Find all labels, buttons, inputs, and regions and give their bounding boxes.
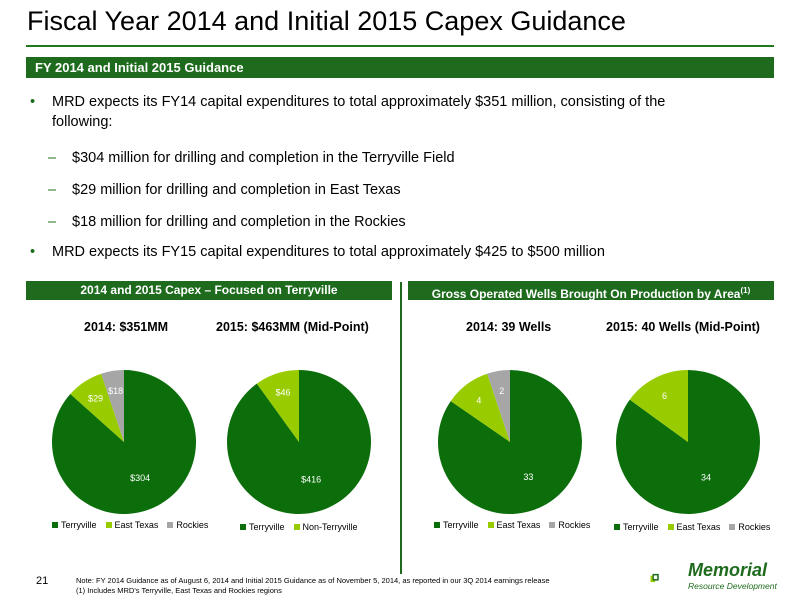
right-panel-heading: Gross Operated Wells Brought On Producti… [408, 281, 774, 301]
legend-swatch [434, 522, 440, 528]
pie-slice-east-texas [70, 373, 124, 442]
bullet-text: $29 million for drilling and completion … [72, 182, 401, 198]
pie-data-label: 6 [662, 391, 667, 401]
legend-swatch [487, 522, 494, 528]
legend-label: Rockies [176, 520, 209, 530]
legend-item: East Texas [105, 520, 159, 530]
legend-label: Terryville [61, 520, 97, 530]
pie-slice-rockies [101, 370, 124, 442]
pie-chart-wells-2015: 34 6 [616, 370, 760, 514]
legend-item: East Texas [667, 522, 721, 532]
pie-data-label: 34 [701, 472, 711, 482]
legend-item: Terryville [434, 520, 479, 530]
legend-label: East Texas [496, 520, 541, 530]
legend-label: Non-Terryville [302, 522, 358, 532]
pie-data-label: $304 [130, 473, 150, 483]
legend-item: Terryville [240, 522, 285, 532]
pie-chart-capex-2014: $304 $29 $18 [52, 370, 197, 514]
legend-swatch [549, 522, 556, 528]
legend-capex-2015: Terryville Non-Terryville [240, 522, 358, 532]
pie-data-label: $29 [88, 394, 103, 404]
bullet-text: MRD expects its FY15 capital expenditure… [52, 244, 605, 260]
legend-wells-2014: Terryville East Texas Rockies [434, 520, 590, 530]
legend-item: East Texas [487, 520, 541, 530]
panel-divider [400, 282, 402, 574]
pie-slice-east-texas [629, 370, 688, 442]
legend-label: Rockies [558, 520, 591, 530]
legend-swatch [614, 524, 620, 530]
legend-swatch [240, 524, 246, 530]
bullet-text: $18 million for drilling and completion … [72, 214, 406, 230]
legend-label: East Texas [676, 522, 721, 532]
legend-capex-2014: Terryville East Texas Rockies [52, 520, 208, 530]
legend-label: Terryville [443, 520, 479, 530]
title-rule [26, 45, 774, 47]
pie-data-label: 33 [523, 472, 533, 482]
pie-data-label: $46 [276, 388, 291, 398]
legend-swatch [293, 524, 300, 530]
chart-title-wells-2014: 2014: 39 Wells [466, 320, 552, 334]
bullet-marker: – [48, 150, 57, 166]
logo-tagline: Resource Development [688, 581, 777, 591]
pie-slice-non-terryville [256, 370, 299, 442]
chart-title-capex-2014: 2014: $351MM [84, 320, 169, 334]
memorial-logo-icon [650, 573, 659, 583]
bullet-marker: – [48, 214, 57, 230]
pie-data-label: $416 [301, 475, 321, 485]
bullet-marker: – [48, 182, 57, 198]
footnote-line: Note: FY 2014 Guidance as of August 6, 2… [76, 576, 550, 585]
legend-item: Terryville [52, 520, 97, 530]
page-title: Fiscal Year 2014 and Initial 2015 Capex … [27, 6, 626, 36]
legend-swatch [167, 522, 174, 528]
section-banner: FY 2014 and Initial 2015 Guidance [26, 57, 774, 78]
right-panel-heading-text: Gross Operated Wells Brought On Producti… [431, 287, 741, 301]
bullet-marker: • [30, 94, 36, 110]
legend-item: Rockies [729, 522, 770, 532]
right-panel-heading-sup: (1) [740, 286, 751, 295]
chart-title-capex-2015: 2015: $463MM (Mid-Point) [216, 320, 369, 334]
page-number: 21 [36, 575, 49, 587]
footnote-line: (1) Includes MRD's Terryville, East Texa… [76, 586, 282, 595]
bullet-marker: • [30, 244, 36, 260]
bullet-text: following: [52, 114, 113, 130]
pie-data-label: 2 [499, 386, 504, 396]
legend-swatch [52, 522, 58, 528]
pie-data-label: $18 [108, 386, 123, 396]
footnotes: Note: FY 2014 Guidance as of August 6, 2… [76, 576, 550, 596]
legend-item: Rockies [549, 520, 590, 530]
legend-label: Terryville [249, 522, 285, 532]
legend-swatch [105, 522, 112, 528]
legend-swatch [729, 524, 736, 530]
logo-wordmark: Memorial [688, 560, 768, 580]
legend-item: Rockies [167, 520, 208, 530]
bullet-text: $304 million for drilling and completion… [72, 150, 455, 166]
pie-chart-wells-2014: 33 4 2 [438, 370, 582, 514]
pie-slice-rockies [487, 370, 510, 442]
legend-label: Rockies [738, 522, 771, 532]
pie-slice-east-texas [450, 373, 510, 442]
legend-swatch [667, 524, 674, 530]
chart-title-wells-2015: 2015: 40 Wells (Mid-Point) [606, 320, 760, 334]
left-panel-heading: 2014 and 2015 Capex – Focused on Terryvi… [26, 281, 392, 300]
pie-chart-capex-2015: $416 $46 [227, 370, 371, 514]
legend-label: East Texas [114, 520, 159, 530]
legend-item: Non-Terryville [293, 522, 358, 532]
bullet-text: MRD expects its FY14 capital expenditure… [52, 94, 666, 110]
legend-wells-2015: Terryville East Texas Rockies [614, 522, 770, 532]
pie-data-label: 4 [476, 396, 481, 406]
pie-slice-terryville [52, 370, 197, 514]
legend-label: Terryville [623, 522, 659, 532]
legend-item: Terryville [614, 522, 659, 532]
